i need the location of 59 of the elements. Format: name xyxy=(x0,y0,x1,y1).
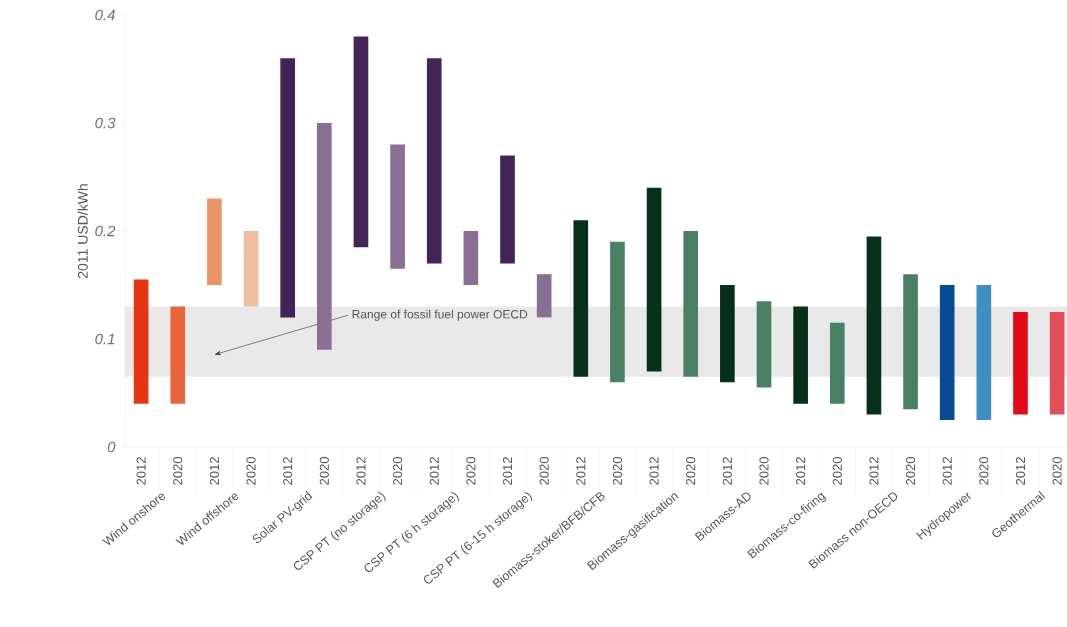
bar xyxy=(756,301,772,388)
bar xyxy=(939,285,955,420)
bar xyxy=(829,322,845,404)
x-tick-label: 2012 xyxy=(209,457,220,485)
x-tick-label: 2020 xyxy=(612,457,623,485)
bar xyxy=(390,144,405,269)
x-tick-label: 2012 xyxy=(1015,457,1026,485)
x-tick-label: 2020 xyxy=(759,457,769,485)
x-tick-label: 2012 xyxy=(796,457,806,485)
bar xyxy=(720,285,735,383)
x-tick-label: 2012 xyxy=(576,457,586,485)
x-tick-label: 2012 xyxy=(942,457,952,485)
x-tick-label: 2012 xyxy=(356,457,366,485)
y-tick-label: 0.2 xyxy=(95,225,116,237)
bar xyxy=(353,36,369,248)
x-tick-label: 2020 xyxy=(246,457,256,485)
y-tick-label: 0.3 xyxy=(95,117,116,129)
x-tick-label: 2012 xyxy=(283,457,293,485)
bar xyxy=(1013,312,1028,415)
bar xyxy=(976,285,992,420)
bar xyxy=(207,198,222,285)
bar xyxy=(536,274,552,318)
bar xyxy=(170,306,186,404)
x-tick-label: 2020 xyxy=(905,457,916,485)
bar xyxy=(1049,312,1065,415)
x-tick-label: 2012 xyxy=(429,457,439,485)
y-tick-label: 0 xyxy=(107,441,116,453)
bar xyxy=(610,241,625,383)
x-tick-label: 2020 xyxy=(393,457,403,485)
bar xyxy=(646,187,662,372)
x-tick-label: 2020 xyxy=(686,457,696,485)
x-tick-label: 2020 xyxy=(319,457,329,485)
x-tick-label: 2020 xyxy=(539,457,549,485)
bar xyxy=(573,220,589,377)
x-tick-label: 2012 xyxy=(502,457,513,485)
x-tick-label: 2012 xyxy=(136,457,146,485)
x-tick-label: 2020 xyxy=(979,457,989,485)
bar xyxy=(317,123,332,350)
bar xyxy=(426,58,442,264)
bar xyxy=(463,231,479,285)
bar xyxy=(793,306,808,404)
bar xyxy=(500,155,515,264)
x-tick-label: 2020 xyxy=(173,457,183,485)
y-axis-title: 2011 USD/kWh xyxy=(77,184,88,279)
bar xyxy=(683,231,699,377)
bar xyxy=(903,274,918,410)
x-tick-label: 2020 xyxy=(466,457,476,485)
y-tick-label: 0.4 xyxy=(95,9,115,21)
bar xyxy=(133,279,149,404)
bar xyxy=(280,58,296,318)
bar xyxy=(866,236,882,415)
bar xyxy=(243,231,259,307)
x-tick-label: 2012 xyxy=(649,457,659,485)
x-tick-label: 2012 xyxy=(722,457,732,485)
y-tick-label: 0.1 xyxy=(95,333,115,345)
x-tick-label: 2020 xyxy=(1052,457,1062,485)
x-tick-label: 2020 xyxy=(832,457,842,485)
x-tick-label: 2012 xyxy=(869,457,879,485)
band-label: Range of fossil fuel power OECD xyxy=(352,309,528,321)
